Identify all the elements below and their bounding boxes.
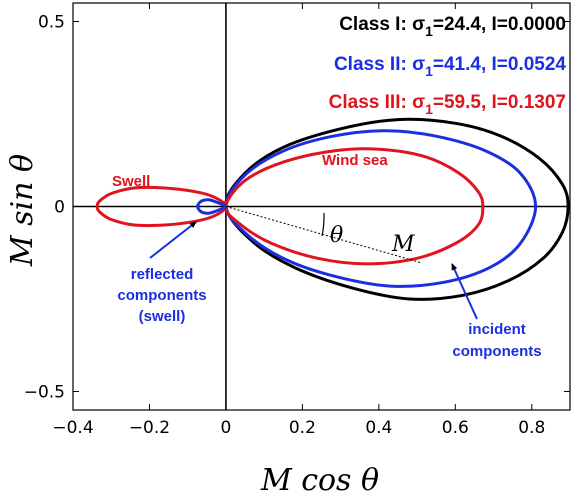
series-curve-4: [95, 185, 228, 228]
series-curve-1: [224, 117, 570, 301]
annotation-reflected: reflected: [131, 266, 194, 283]
annotation-incident: incident: [468, 321, 526, 338]
reflected-arrow: [149, 221, 197, 259]
x-tick-label: 0: [221, 418, 232, 438]
annotation-wind-sea: Wind sea: [322, 152, 388, 169]
x-tick-label: 0.4: [365, 418, 392, 438]
series-curve-3: [224, 147, 485, 266]
annotation-reflected-components: components: [117, 287, 206, 304]
y-tick-label: 0: [54, 198, 65, 218]
legend-class-3: Class III: σ1=59.5, I=0.1307: [329, 92, 566, 117]
annotation-incident-components: components: [452, 343, 541, 360]
y-axis-label: M sin θ: [5, 154, 40, 267]
curves-layer: [95, 117, 570, 301]
theta-symbol: θ: [330, 223, 343, 248]
x-tick-label: −0.2: [129, 418, 170, 438]
y-tick-label: −0.5: [24, 383, 65, 403]
annotation-swell: Swell: [112, 173, 150, 190]
m-symbol: M: [391, 232, 415, 257]
x-axis-label: M cos θ: [260, 463, 379, 498]
ticks-layer: −0.4 −0.2 0 0.2 0.4 0.6 0.8 −0.5 0 0.5: [24, 3, 570, 438]
series-curve-2: [224, 129, 538, 288]
x-tick-label: 0.2: [289, 418, 316, 438]
x-tick-label: 0.8: [518, 418, 545, 438]
legend-class-1: Class I: σ1=24.4, I=0.0000: [339, 14, 566, 39]
x-tick-label: −0.4: [52, 418, 93, 438]
series-curve-5: [196, 198, 228, 215]
overlay-layer: [149, 206, 478, 320]
annotation-reflected-swell: (swell): [139, 308, 186, 325]
legend-class-2: Class II: σ1=41.4, I=0.0524: [334, 54, 566, 79]
x-tick-label: 0.6: [442, 418, 469, 438]
incident-arrow: [451, 263, 478, 320]
angle-arc: [321, 212, 325, 237]
y-tick-label: 0.5: [38, 13, 65, 33]
